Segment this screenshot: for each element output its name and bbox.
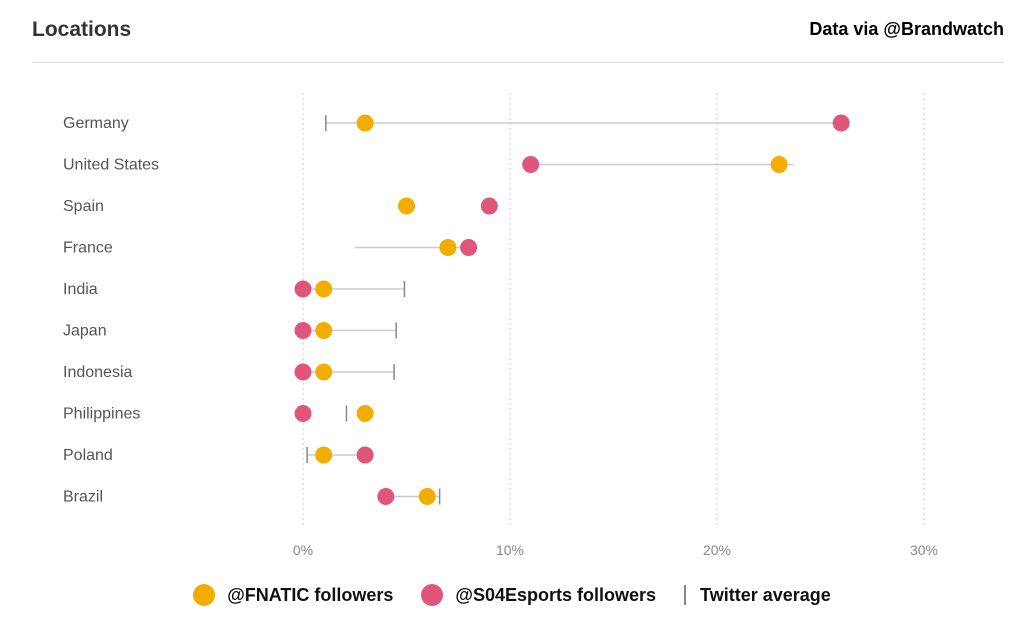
divider	[32, 62, 1004, 63]
s04-dot-icon	[421, 584, 444, 606]
legend-s04-label: @S04Esports followers	[455, 584, 657, 605]
s04-point	[522, 156, 540, 173]
fnatic-point	[770, 156, 788, 173]
legend-avg-label: Twitter average	[700, 584, 831, 605]
s04-point	[294, 405, 312, 422]
x-tick-label: 0%	[293, 542, 313, 558]
category-label: India	[63, 281, 98, 298]
legend-fnatic: @FNATIC followers	[193, 584, 393, 606]
s04-point	[356, 446, 374, 464]
category-label: Indonesia	[63, 364, 132, 381]
fnatic-point	[398, 197, 415, 215]
s04-point	[460, 239, 478, 256]
category-label: Spain	[63, 198, 104, 215]
x-tick-label: 20%	[703, 542, 731, 558]
legend-fnatic-label: @FNATIC followers	[227, 584, 394, 605]
category-label: United States	[63, 157, 159, 174]
s04-point	[832, 114, 850, 132]
legend-s04: @S04Esports followers	[421, 584, 656, 606]
fnatic-point	[315, 363, 333, 381]
fnatic-point	[356, 114, 374, 132]
category-label: Germany	[63, 115, 129, 132]
legend: @FNATIC followers @S04Esports followers …	[0, 584, 1024, 606]
fnatic-point	[439, 239, 457, 256]
s04-point	[294, 280, 312, 298]
s04-point	[294, 322, 312, 339]
fnatic-dot-icon	[193, 584, 216, 606]
dot-plot: 0% 10% 20% 30% Germany United States Spain Fran…	[63, 93, 938, 558]
fnatic-point	[315, 280, 333, 298]
avg-tick-icon	[684, 585, 687, 605]
category-label: Brazil	[63, 489, 103, 506]
category-label: France	[63, 240, 113, 257]
category-label: Japan	[63, 323, 107, 340]
s04-point	[480, 197, 498, 215]
fnatic-point	[418, 488, 436, 505]
chart-title: Locations	[32, 18, 132, 41]
category-label: Philippines	[63, 406, 140, 423]
fnatic-point	[315, 446, 333, 464]
s04-point	[377, 488, 395, 505]
x-tick-label: 10%	[496, 542, 524, 558]
x-tick-label: 30%	[910, 542, 938, 558]
category-label: Poland	[63, 447, 113, 464]
legend-avg: Twitter average	[684, 585, 831, 606]
s04-point	[294, 363, 312, 381]
data-source: Data via @Brandwatch	[809, 19, 1004, 39]
fnatic-point	[315, 322, 333, 339]
fnatic-point	[356, 405, 374, 422]
